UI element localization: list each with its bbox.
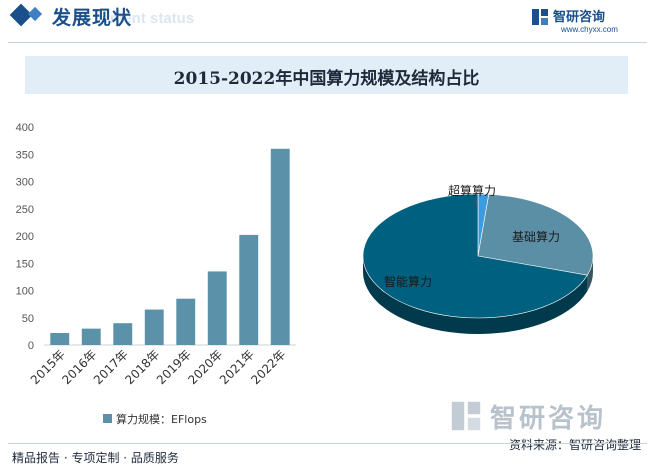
header-divider [8,42,647,43]
pie-slice-label: 基础算力 [512,229,560,244]
y-tick-label: 0 [28,340,34,352]
pie-slice-side [587,256,593,292]
bar [113,323,133,345]
pie-slice [362,193,588,319]
pie-slice-label: 超算算力 [448,183,496,198]
y-tick-label: 350 [16,149,34,161]
watermark-logo-icon [451,401,481,431]
y-tick-label: 50 [22,313,34,325]
brand-name: 智研咨询 [553,10,606,25]
bar [270,148,290,345]
watermark-brand-name: 智研咨询 [490,404,607,434]
brand-url: www.chyxx.com [561,25,618,34]
y-tick-label: 150 [16,258,34,270]
pie-leader-line [475,197,478,207]
footer-divider [8,443,647,444]
chart-title: 2015-2022年中国算力规模及结构占比 [173,69,480,89]
x-tick-label: 2021年 [217,347,257,387]
bar [239,234,259,345]
brand-logo-icon [532,9,548,25]
x-tick-label: 2019年 [154,347,194,387]
x-tick-label: 2022年 [248,347,288,387]
footer-slogan: 精品报告 · 专项定制 · 品质服务 [12,451,179,465]
legend-label: 算力规模：EFlops [116,412,207,426]
chart-title-band: 2015-2022年中国算力规模及结构占比 [25,56,628,94]
bar [50,333,70,345]
y-tick-label: 400 [16,122,34,134]
brand-logo-block: 智研咨询 www.chyxx.com [531,6,641,36]
section-title: 发展现状 [52,7,133,29]
y-tick-label: 300 [16,177,34,189]
section-subtitle: ment status [110,10,195,27]
bar [207,271,227,345]
bar [176,298,196,345]
header: ment status 发展现状 智研咨询 www.chyxx.com [0,0,655,44]
watermark-brand-block: 智研咨询 [450,398,635,434]
pie-slice [477,193,594,276]
x-tick-label: 2016年 [59,347,99,387]
source-note: 资料来源：智研咨询整理 [508,438,641,452]
y-tick-label: 250 [16,204,34,216]
x-tick-label: 2018年 [122,347,162,387]
x-tick-label: 2017年 [91,347,131,387]
x-tick-label: 2020年 [185,347,225,387]
pie-slice-side [363,256,588,335]
x-tick-label: 2015年 [28,347,68,387]
bar [144,309,164,345]
legend-swatch [103,414,112,423]
y-tick-label: 100 [16,286,34,298]
bar [81,328,101,345]
y-tick-label: 200 [16,231,34,243]
pie-slice-label: 智能算力 [384,274,432,289]
